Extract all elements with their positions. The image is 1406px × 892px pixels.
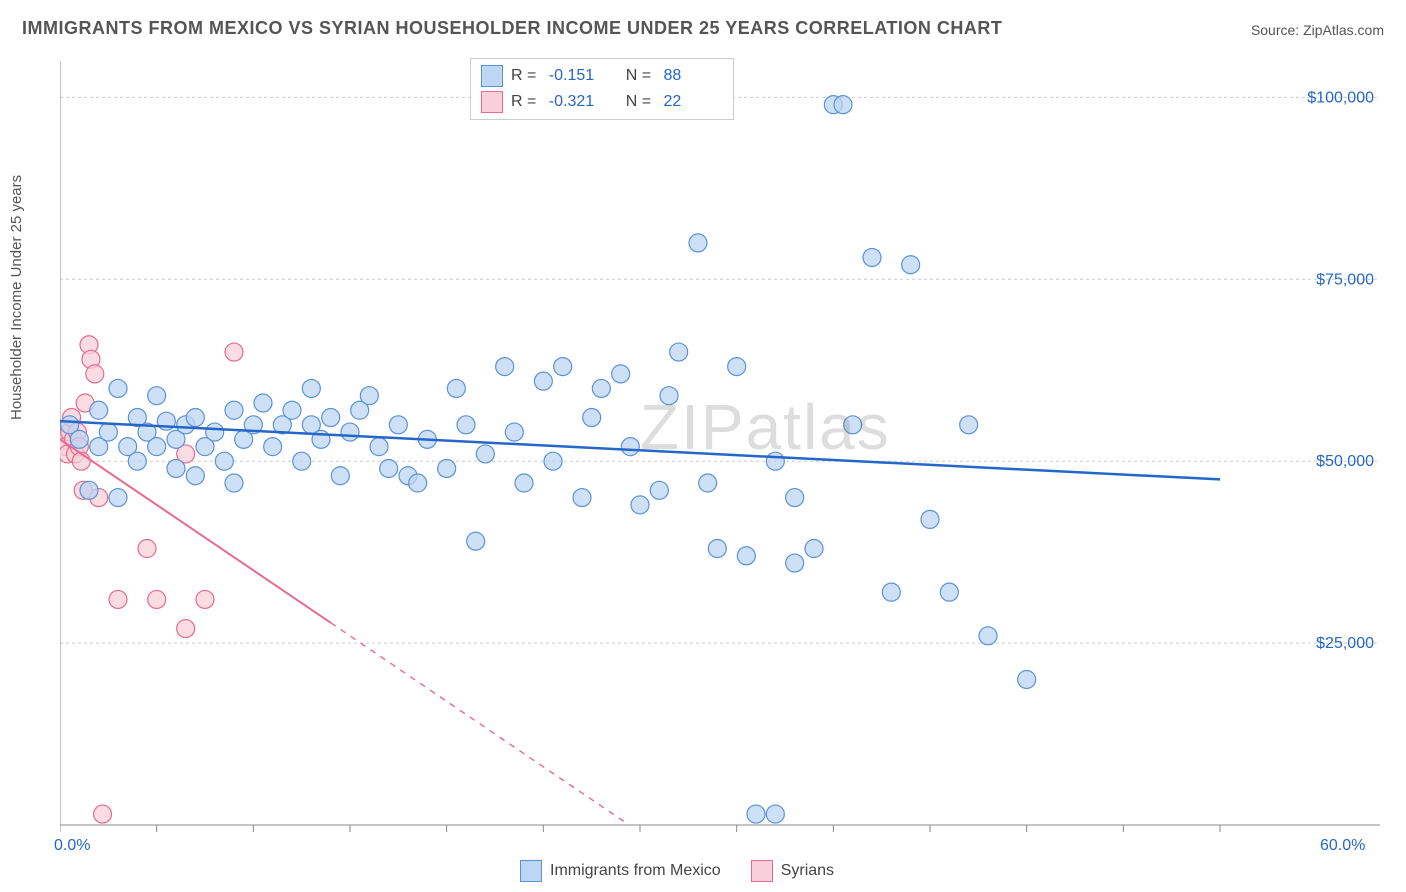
legend-swatch [481,65,503,87]
chart-container: IMMIGRANTS FROM MEXICO VS SYRIAN HOUSEHO… [0,0,1406,892]
legend-item: Syrians [751,860,834,882]
y-axis-label: Householder Income Under 25 years [8,175,25,420]
corr-n-value: 22 [663,93,723,111]
scatter-plot: $25,000 $50,000 $75,000 $100,000 [60,55,1380,845]
legend-swatch [481,91,503,113]
corr-n-value: 88 [663,67,723,85]
corr-n-label: N = [617,93,656,111]
series-legend: Immigrants from Mexico Syrians [520,860,834,882]
corr-r-label: R = [511,93,541,111]
corr-legend-row: R = -0.151 N = 88 [481,63,723,89]
source-label: Source: ZipAtlas.com [1251,22,1384,38]
svg-text:$75,000: $75,000 [1316,271,1374,288]
svg-text:$25,000: $25,000 [1316,635,1374,652]
correlation-legend: R = -0.151 N = 88R = -0.321 N = 22 [470,58,734,120]
corr-legend-row: R = -0.321 N = 22 [481,89,723,115]
corr-r-value: -0.151 [549,67,609,85]
legend-label: Immigrants from Mexico [550,862,721,880]
legend-label: Syrians [781,862,834,880]
corr-r-value: -0.321 [549,93,609,111]
corr-n-label: N = [617,67,656,85]
x-axis-min-label: 0.0% [54,837,90,855]
legend-swatch [520,860,542,882]
svg-text:$100,000: $100,000 [1307,89,1374,106]
chart-title: IMMIGRANTS FROM MEXICO VS SYRIAN HOUSEHO… [22,18,1002,39]
corr-r-label: R = [511,67,541,85]
x-axis-max-label: 60.0% [1320,837,1365,855]
legend-swatch [751,860,773,882]
svg-text:$50,000: $50,000 [1316,453,1374,470]
legend-item: Immigrants from Mexico [520,860,721,882]
